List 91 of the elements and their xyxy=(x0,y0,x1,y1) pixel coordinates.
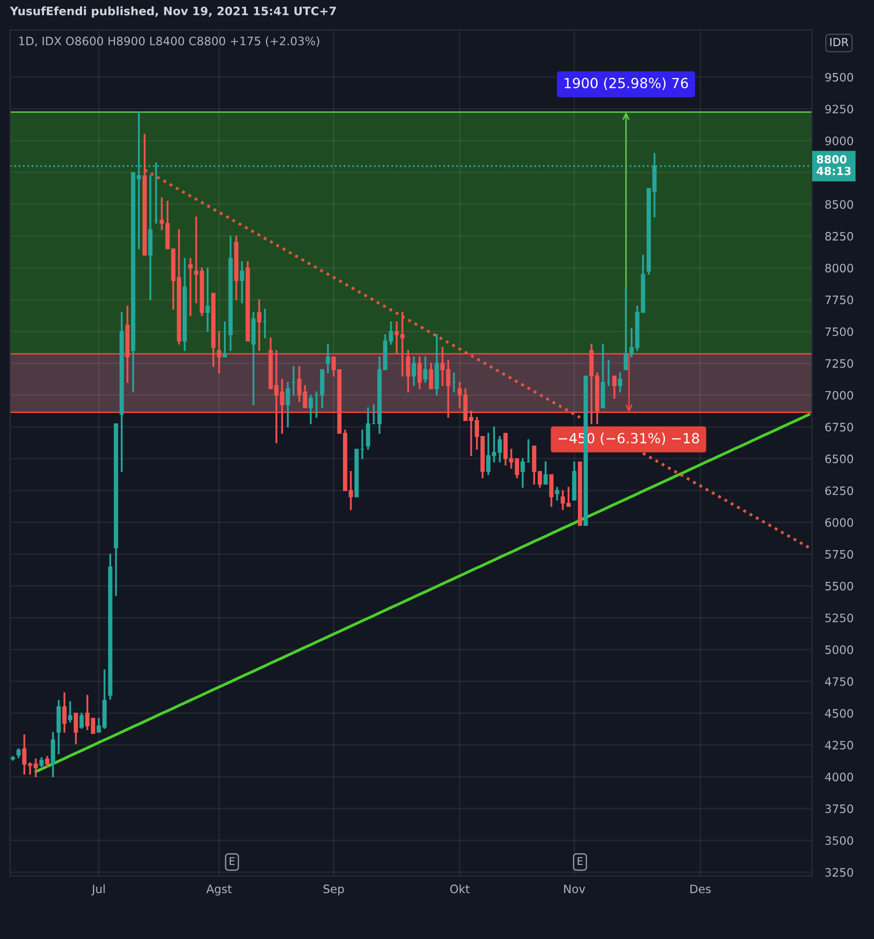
y-tick-label: 7250 xyxy=(825,359,854,368)
candlestick xyxy=(50,732,56,778)
candlestick xyxy=(412,356,416,386)
x-tick-label: Jul xyxy=(91,884,105,896)
candlestick xyxy=(257,299,262,352)
candlestick xyxy=(16,748,21,758)
candlestick xyxy=(406,350,410,392)
candlestick xyxy=(56,700,61,754)
candlestick xyxy=(606,360,611,386)
text: 1D, IDX O8600 H8900 L8400 C8800 +175 (+2.03%) xyxy=(19,36,320,47)
candlestick xyxy=(228,236,233,352)
candlestick xyxy=(262,308,268,338)
y-tick-label: 7000 xyxy=(825,390,854,400)
candlestick xyxy=(68,701,72,722)
candlestick xyxy=(182,258,187,352)
candlestick xyxy=(578,461,582,526)
candlestick xyxy=(554,486,560,500)
candlestick xyxy=(10,756,16,761)
y-tick-label: 5250 xyxy=(825,614,854,622)
y-tick-label: 8000 xyxy=(825,264,854,272)
candlestick xyxy=(612,376,617,399)
candlestick xyxy=(74,712,78,744)
candlestick xyxy=(79,712,84,729)
text: IDR xyxy=(830,38,848,46)
y-tick-label: 6500 xyxy=(825,454,854,464)
candlestick xyxy=(434,334,439,396)
candlestick xyxy=(148,175,152,300)
y-tick-label: 3500 xyxy=(825,836,854,845)
candlestick xyxy=(423,356,428,383)
candlestick xyxy=(417,356,422,390)
band-label: 1900 (25.98%) 76 xyxy=(564,78,688,90)
candlestick xyxy=(618,372,622,392)
annotation: E xyxy=(578,857,583,865)
candlestick xyxy=(39,757,44,768)
candlestick xyxy=(211,292,216,367)
candlestick xyxy=(543,461,548,485)
candlestick xyxy=(251,312,256,406)
x-tick-label: Agst xyxy=(206,884,232,896)
candlestick xyxy=(108,554,112,700)
candlestick xyxy=(188,258,193,316)
x-tick-label: Sep xyxy=(324,884,344,896)
candlestick xyxy=(600,344,606,408)
candlestick xyxy=(216,331,222,374)
candlestick xyxy=(114,423,118,596)
y-tick-label: 7500 xyxy=(825,327,854,336)
candlestick xyxy=(240,261,244,304)
line-series xyxy=(34,413,811,774)
candlestick xyxy=(326,344,330,374)
y-tick-label: 4000 xyxy=(825,772,854,782)
annotation: E xyxy=(230,857,235,865)
candlestick xyxy=(286,382,290,428)
candlestick xyxy=(549,474,554,507)
y-tick-label: 9250 xyxy=(825,104,854,114)
y-tick-label: 6000 xyxy=(825,518,854,527)
candlestick xyxy=(572,461,576,500)
y-tick-label: 3750 xyxy=(825,804,854,814)
candlestick xyxy=(291,366,296,396)
candlestick xyxy=(314,392,319,418)
y-tick-label: 4500 xyxy=(825,708,854,718)
candlestick xyxy=(234,236,238,300)
y-tick-label: 4750 xyxy=(825,677,854,686)
y-tick-label: 6750 xyxy=(825,422,854,432)
y-tick-label: 8500 xyxy=(825,200,854,209)
x-tick-label: Nov xyxy=(564,884,586,894)
candlestick xyxy=(320,369,324,408)
ref-line-label: 8800 48:13 xyxy=(816,155,851,176)
x-tick-label: Okt xyxy=(450,884,470,894)
y-tick-label: 5000 xyxy=(825,645,854,654)
candlestick xyxy=(308,394,313,424)
candlestick xyxy=(142,134,147,256)
candlestick xyxy=(428,362,434,390)
candlestick xyxy=(452,372,456,392)
candlestick xyxy=(120,312,124,472)
y-tick-label: 4250 xyxy=(825,740,854,750)
candlestick xyxy=(246,261,250,342)
y-tick-label: 5500 xyxy=(825,582,854,590)
candlestick xyxy=(45,756,50,768)
y-tick-label: 9000 xyxy=(825,136,854,146)
candlestick xyxy=(125,306,130,383)
chart-title: YusufEfendi published, Nov 19, 2021 15:41 UTC+7 xyxy=(10,6,336,18)
y-tick-label: 8250 xyxy=(825,232,854,241)
x-tick-label: Des xyxy=(690,884,711,894)
y-tick-label: 5750 xyxy=(825,550,854,559)
y-tick-label: 9500 xyxy=(825,72,854,82)
candlestick xyxy=(205,267,210,332)
candlestick xyxy=(354,448,359,498)
y-tick-label: 3250 xyxy=(825,868,854,877)
candlestick xyxy=(366,407,370,450)
y-tick-label: 7750 xyxy=(825,296,854,304)
candlestick xyxy=(62,692,67,733)
y-tick-label: 6250 xyxy=(825,486,854,496)
